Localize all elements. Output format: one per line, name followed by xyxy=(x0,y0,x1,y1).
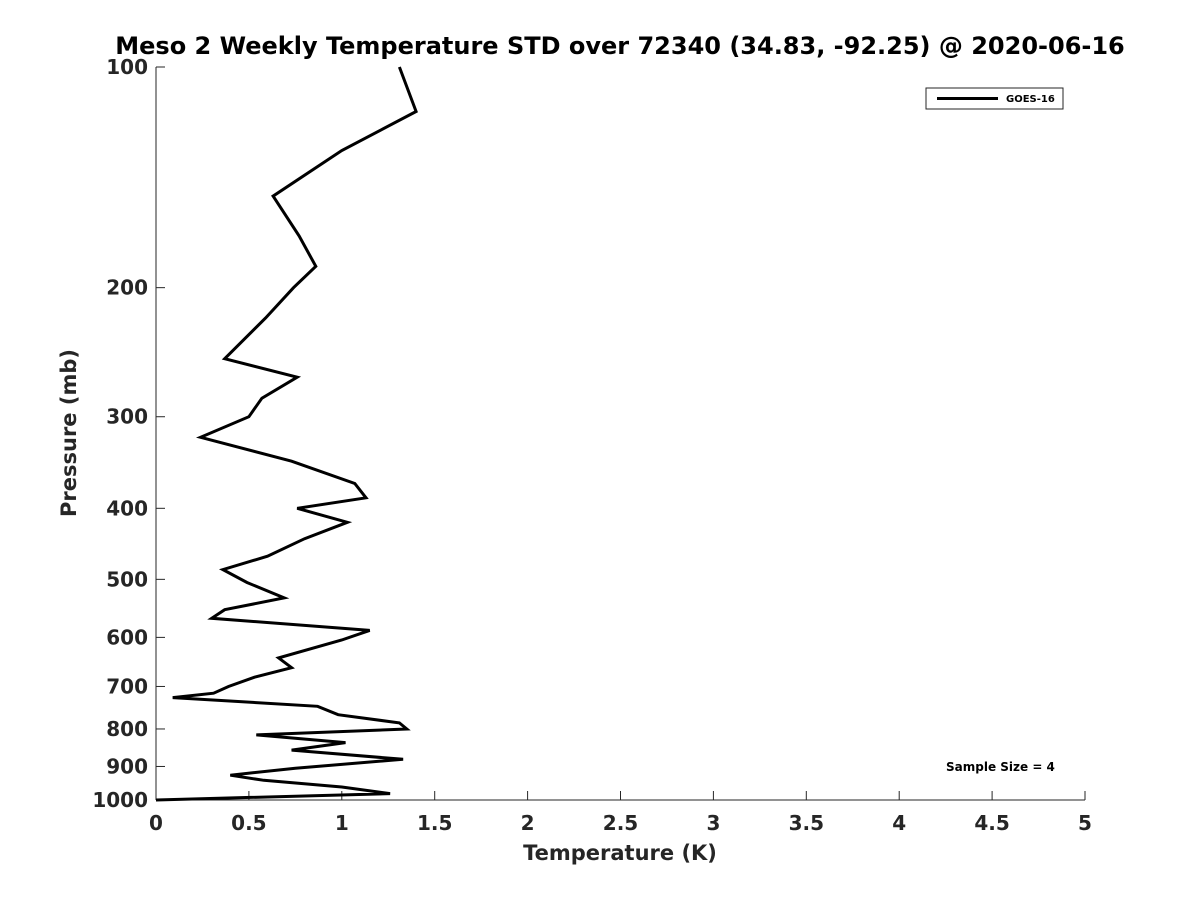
x-tick-label: 1.5 xyxy=(417,811,452,835)
series-lines xyxy=(155,66,418,802)
plot-background xyxy=(156,67,1085,800)
x-tick-label: 4 xyxy=(892,811,906,835)
x-tick-label: 2 xyxy=(521,811,535,835)
x-tick-label: 1 xyxy=(335,811,349,835)
y-tick-label: 400 xyxy=(106,496,148,520)
y-tick-label: 500 xyxy=(106,567,148,591)
x-tick-label: 0 xyxy=(149,811,163,835)
y-tick-label: 100 xyxy=(106,55,148,79)
x-tick-label: 3.5 xyxy=(789,811,824,835)
y-tick-label: 900 xyxy=(106,754,148,778)
y-tick-label: 600 xyxy=(106,625,148,649)
sample-size-annotation: Sample Size = 4 xyxy=(946,760,1055,774)
y-tick-label: 800 xyxy=(106,717,148,741)
x-tick-label: 5 xyxy=(1078,811,1092,835)
y-tick-label: 200 xyxy=(106,276,148,300)
series-line-goes-16 xyxy=(155,66,418,802)
chart-title: Meso 2 Weekly Temperature STD over 72340… xyxy=(115,32,1125,60)
x-tick-label: 3 xyxy=(706,811,720,835)
y-tick-label: 700 xyxy=(106,674,148,698)
x-axis-label: Temperature (K) xyxy=(523,841,717,865)
x-tick-label: 2.5 xyxy=(603,811,638,835)
x-axis-ticks: 0 0.5 1 1.5 2 2.5 3 3.5 4 4.5 5 xyxy=(149,791,1092,835)
legend: GOES-16 xyxy=(925,87,1064,110)
y-tick-label: 300 xyxy=(106,405,148,429)
y-tick-label: 1000 xyxy=(92,788,148,812)
y-axis-label: Pressure (mb) xyxy=(57,349,81,517)
y-axis-ticks: 100 200 300 400 500 600 700 800 900 1000 xyxy=(92,55,165,812)
x-tick-label: 4.5 xyxy=(974,811,1009,835)
legend-label: GOES-16 xyxy=(1006,94,1055,105)
x-tick-label: 0.5 xyxy=(231,811,266,835)
